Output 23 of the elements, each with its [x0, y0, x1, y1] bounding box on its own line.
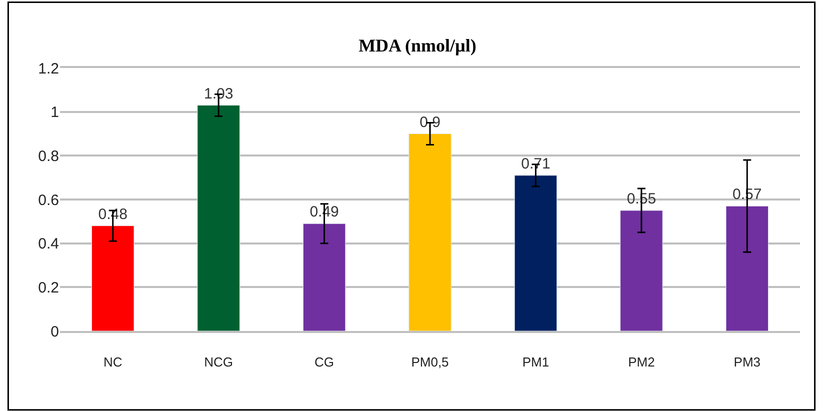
- bar: [408, 134, 452, 331]
- y-tick-label: 0: [50, 323, 59, 340]
- bar: [91, 226, 134, 331]
- x-tick-label: NC: [103, 354, 122, 370]
- y-tick-label: 0.8: [38, 148, 59, 165]
- x-tick-label: PM0,5: [411, 354, 449, 370]
- bar: [514, 175, 558, 331]
- data-label: 0.71: [521, 155, 550, 172]
- y-tick-label: 1.2: [38, 60, 59, 78]
- x-tick-label: PM3: [734, 354, 761, 370]
- y-tick-label: 0.6: [38, 192, 59, 209]
- x-tick-label: NCG: [204, 354, 234, 370]
- chart-title: MDA (nmol/µl): [358, 36, 476, 56]
- y-tick-label: 0.4: [38, 236, 59, 253]
- y-tick-label: 0.2: [38, 279, 59, 296]
- bar: [302, 223, 346, 331]
- x-tick-label: PM1: [522, 354, 550, 370]
- bar: [620, 210, 663, 331]
- x-tick-label: PM2: [628, 354, 655, 370]
- bar: [197, 105, 240, 331]
- bar: [726, 206, 769, 331]
- x-tick-label: CG: [314, 354, 334, 370]
- y-tick-label: 1: [50, 104, 59, 122]
